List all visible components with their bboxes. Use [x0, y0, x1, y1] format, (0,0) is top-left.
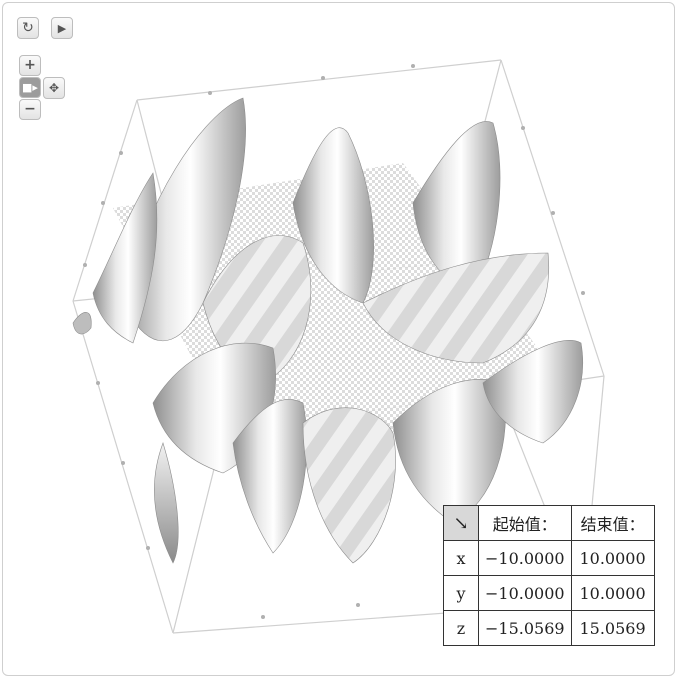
range-start-value: −10.0000	[478, 575, 572, 611]
zoom-controls: + ■▸ −	[19, 55, 41, 121]
header-end: 结束值：	[570, 505, 655, 541]
camera-icon: ■▸	[22, 81, 38, 94]
table-header-row: ↘ 起始值： 结束值：	[443, 505, 655, 541]
camera-mode-button[interactable]: ■▸	[19, 77, 41, 98]
range-start-value: −10.0000	[478, 540, 572, 576]
table-row: z −15.0569 15.0569	[443, 610, 655, 646]
surface-mesh	[72, 97, 583, 564]
axis-label: x	[443, 540, 479, 576]
table-row: x −10.0000 10.0000	[443, 540, 655, 576]
axes-3d-icon: ✥	[48, 81, 60, 95]
axis-label: z	[443, 610, 479, 646]
play-icon: ▶	[57, 22, 67, 35]
range-end-value: 10.0000	[570, 575, 655, 611]
rotate-ccw-icon: ↻	[22, 20, 34, 36]
axis-range-table: ↘ 起始值： 结束值： x −10.0000 10.0000 y −10.000…	[443, 505, 655, 646]
zoom-in-button[interactable]: +	[19, 55, 41, 76]
surface-plot-3d[interactable]	[3, 3, 674, 675]
arrow-down-right-icon: ↘	[453, 512, 469, 534]
range-start-value: −15.0569	[478, 610, 572, 646]
zoom-out-button[interactable]: −	[19, 99, 41, 120]
header-start: 起始值：	[478, 505, 572, 541]
range-end-value: 15.0569	[570, 610, 655, 646]
play-button[interactable]: ▶	[51, 17, 73, 39]
table-row: y −10.0000 10.0000	[443, 575, 655, 611]
range-end-value: 10.0000	[570, 540, 655, 576]
corner-cell: ↘	[443, 505, 479, 541]
reset-view-button[interactable]: ↻	[17, 17, 39, 39]
axis-label: y	[443, 575, 479, 611]
axes-toggle-button[interactable]: ✥	[43, 77, 65, 99]
